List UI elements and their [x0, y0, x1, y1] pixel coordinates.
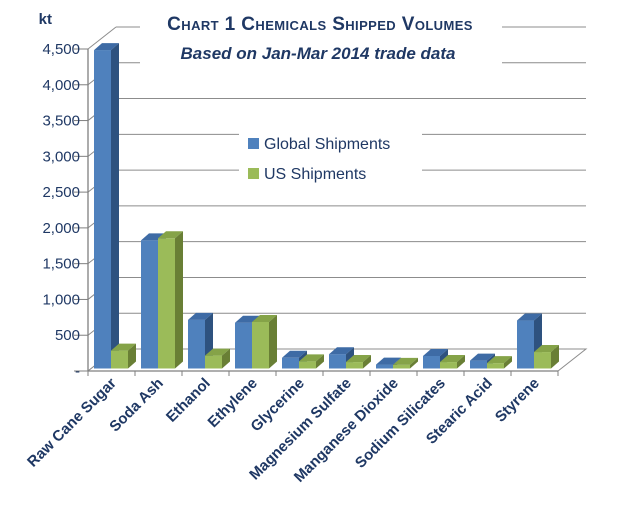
- bar-top-face: [282, 350, 307, 358]
- bar-front-face: [158, 238, 175, 369]
- bar-us-manganese-dioxide: [393, 357, 418, 369]
- bar-front-face: [487, 363, 504, 369]
- bar-global-styrene: [517, 313, 542, 369]
- axes-layer: [74, 48, 559, 376]
- bar-us-sodium-silicates: [440, 355, 465, 369]
- bar-front-face: [376, 364, 393, 369]
- bar-front-face: [470, 360, 487, 369]
- legend-swatch-global: [248, 138, 259, 149]
- category-label: Styrene: [492, 375, 543, 426]
- y-tick-label: 2,500: [42, 184, 80, 201]
- y-tick-label: 1,500: [42, 256, 80, 273]
- bar-top-face: [393, 357, 418, 365]
- bar-us-raw-cane-sugar: [111, 343, 136, 369]
- y-tick-label: 4,000: [42, 77, 80, 94]
- bar-front-face: [329, 354, 346, 369]
- bar-top-face: [205, 348, 230, 356]
- bar-top-face: [329, 347, 354, 355]
- depth-tick-connector: [87, 26, 117, 50]
- bar-us-soda-ash: [158, 231, 183, 369]
- bar-top-face: [534, 345, 559, 353]
- bar-side-face: [111, 43, 119, 369]
- legend: Global Shipments US Shipments: [239, 126, 422, 188]
- bar-us-glycerine: [299, 354, 324, 369]
- bar-side-face: [457, 355, 465, 369]
- y-tick-label: 1,000: [42, 291, 80, 308]
- bar-front-face: [534, 352, 551, 369]
- category-label-group: Raw Cane Sugar: [24, 375, 120, 471]
- bar-us-stearic-acid: [487, 356, 512, 369]
- bar-top-face: [111, 343, 136, 351]
- bar-front-face: [141, 240, 158, 369]
- legend-swatch-us: [248, 168, 259, 179]
- bar-side-face: [363, 355, 371, 369]
- bar-top-face: [346, 355, 371, 363]
- bar-front-face: [423, 355, 440, 369]
- bar-front-face: [94, 50, 111, 369]
- bar-front-face: [235, 322, 252, 369]
- bar-front-face: [111, 350, 128, 369]
- bar-front-face: [282, 357, 299, 369]
- y-tick-label: 2,000: [42, 220, 80, 237]
- bar-side-face: [551, 345, 559, 369]
- bar-side-face: [222, 348, 230, 369]
- bar-top-face: [470, 353, 495, 361]
- bar-front-face: [205, 355, 222, 369]
- bar-side-face: [410, 357, 418, 369]
- bar-top-face: [252, 314, 277, 322]
- bar-side-face: [316, 354, 324, 369]
- legend-label-us: US Shipments: [264, 166, 366, 183]
- category-label: Raw Cane Sugar: [24, 375, 120, 471]
- category-label-group: Styrene: [492, 375, 543, 426]
- bar-top-face: [440, 355, 465, 363]
- bar-us-styrene: [534, 345, 559, 369]
- bar-top-face: [423, 348, 448, 356]
- bar-front-face: [188, 319, 205, 369]
- y-tick-label: 500: [55, 327, 80, 344]
- y-tick-label: 4,500: [42, 41, 80, 58]
- bar-us-ethylene: [252, 314, 277, 369]
- bar-top-face: [517, 313, 542, 321]
- bars-layer: [94, 43, 559, 369]
- bar-side-face: [504, 356, 512, 369]
- chart-title: Chart 1 Chemicals Shipped Volumes: [167, 14, 473, 35]
- y-tick-label: -: [75, 363, 80, 380]
- bar-us-ethanol: [205, 348, 230, 369]
- bar-side-face: [175, 231, 183, 369]
- y-tick-label: 3,000: [42, 148, 80, 165]
- bar-top-face: [299, 354, 324, 362]
- bar-top-face: [158, 231, 183, 239]
- legend-label-global: Global Shipments: [264, 136, 390, 153]
- bar-us-magnesium-sulfate: [346, 355, 371, 369]
- title-background: [140, 5, 502, 70]
- bar-top-face: [376, 357, 401, 365]
- bar-front-face: [346, 362, 363, 369]
- bar-top-face: [188, 312, 213, 320]
- y-tick-label: 3,500: [42, 113, 80, 130]
- bar-front-face: [440, 362, 457, 369]
- bar-front-face: [252, 321, 269, 369]
- bar-side-face: [128, 343, 136, 369]
- bar-side-face: [269, 314, 277, 369]
- y-axis-unit-label: kt: [39, 11, 52, 28]
- bar-front-face: [393, 364, 410, 369]
- bar-top-face: [94, 43, 119, 51]
- bar-top-face: [487, 356, 512, 364]
- chart-subtitle: Based on Jan-Mar 2014 trade data: [181, 44, 456, 63]
- bar-front-face: [299, 361, 316, 369]
- legend-background: [239, 126, 422, 188]
- bar-front-face: [517, 320, 534, 369]
- bar-global-raw-cane-sugar: [94, 43, 119, 369]
